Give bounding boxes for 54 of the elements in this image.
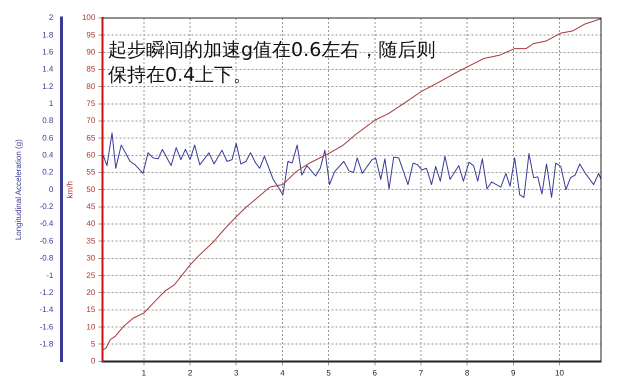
- y2-tick-label: 0.4: [42, 150, 54, 160]
- y-tick-label: 25: [86, 270, 96, 280]
- y-tick-label: 35: [86, 236, 96, 246]
- y-tick-label: 75: [86, 99, 96, 108]
- y2-tick-label: 0: [48, 184, 54, 194]
- y2-tick-label: 1.4: [42, 64, 54, 74]
- y-tick-label: 45: [86, 202, 96, 212]
- y2-tick-label: -0.4: [40, 219, 54, 228]
- x-tick-label: 9: [511, 368, 516, 378]
- y2-tick-label: 1.8: [42, 30, 54, 40]
- y2-tick-label: 2: [48, 13, 54, 22]
- y2-axis-title: Longitudinal Acceleration (g): [14, 138, 24, 240]
- x-tick-label: 5: [326, 368, 332, 378]
- x-tick-label: 8: [464, 368, 470, 378]
- y-tick-label: 55: [86, 168, 96, 177]
- x-tick-label: 10: [554, 368, 564, 378]
- y2-tick-label: -1.4: [40, 305, 54, 314]
- y-tick-label: 100: [82, 13, 96, 22]
- y-tick-label: 60: [86, 150, 96, 160]
- y-tick-label: 10: [86, 322, 96, 332]
- x-tick-label: 3: [234, 368, 240, 378]
- y2-tick-label: -1.8: [40, 339, 54, 348]
- y-tick-label: 50: [86, 184, 96, 194]
- y2-tick-label: 0.8: [42, 116, 54, 126]
- y-tick-label: 20: [86, 288, 96, 297]
- y2-tick-label: -1.6: [40, 322, 54, 332]
- x-tick-label: 7: [418, 368, 424, 378]
- y-tick-label: 65: [86, 133, 96, 142]
- y-tick-label: 15: [86, 305, 96, 314]
- y2-tick-label: 1.6: [42, 48, 54, 57]
- y2-tick-label: 1: [48, 99, 54, 108]
- x-tick-label: 6: [372, 368, 378, 378]
- annotation: 起步瞬间的加速g值在0.6左右，随后则保持在0.4上下。: [108, 38, 436, 88]
- y-tick-label: 90: [86, 48, 96, 57]
- y2-tick-label: 1.2: [42, 82, 54, 91]
- x-tick-label: 2: [188, 368, 193, 378]
- y-tick-label: 95: [86, 30, 96, 40]
- y2-tick-label: -0.2: [40, 202, 54, 212]
- y-tick-label: 5: [90, 339, 96, 348]
- y-tick-label: 85: [86, 64, 96, 74]
- y-tick-label: 70: [86, 116, 96, 126]
- y2-tick-label: -0.6: [40, 236, 54, 246]
- y-tick-label: 80: [86, 82, 96, 91]
- y-tick-label: 40: [86, 219, 96, 228]
- y2-tick-label: 0.2: [42, 168, 54, 177]
- y2-tick-label: -1: [46, 270, 54, 280]
- y-axis-title: km/h: [65, 181, 74, 198]
- y2-tick-label: -1.2: [40, 288, 54, 297]
- x-tick-label: 1: [142, 368, 147, 378]
- y-tick-label: 30: [86, 254, 96, 263]
- y-tick-label: 0: [90, 356, 96, 366]
- y2-tick-label: 0.6: [42, 133, 54, 142]
- x-tick-label: 4: [280, 368, 286, 378]
- y2-tick-label: -0.8: [40, 254, 54, 263]
